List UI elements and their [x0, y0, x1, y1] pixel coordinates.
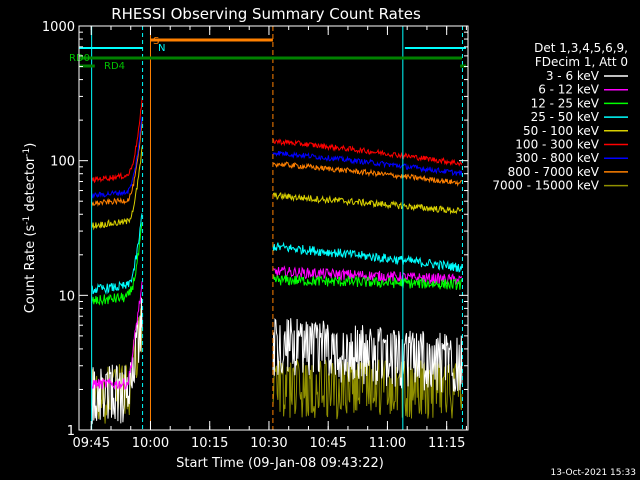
legend-label-9: 7000 - 15000 keV	[492, 179, 599, 193]
plot-frame	[78, 25, 469, 431]
x-tick-label: 11:15	[428, 436, 465, 451]
x-tick-label: 10:15	[191, 436, 228, 451]
x-tick-label: 10:00	[132, 436, 169, 451]
series-line-4	[91, 213, 463, 295]
series-line-1	[91, 297, 463, 425]
series-line-3	[91, 222, 463, 307]
x-tick-label: 10:45	[309, 436, 346, 451]
legend-label-7: 300 - 800 keV	[515, 151, 599, 165]
y-tick-label: 10	[58, 289, 75, 304]
legend-label-6: 100 - 300 keV	[515, 138, 599, 152]
x-tick-label: 10:30	[250, 436, 287, 451]
series-line-7	[91, 116, 463, 199]
legend: Det 1,3,4,5,6,9, FDecim 1, Att 0 3 - 6 k…	[492, 41, 628, 193]
flag-label-rd0: RD0	[69, 53, 90, 64]
series-line-8	[91, 121, 463, 207]
series-line-5	[91, 146, 463, 231]
flag-label-s: S	[153, 36, 159, 47]
chart-title: RHESSI Observing Summary Count Rates	[111, 5, 421, 23]
footer-date: 13-Oct-2021 15:33	[551, 468, 636, 478]
x-tick-label: 09:45	[73, 436, 110, 451]
legend-label-3: 12 - 25 keV	[531, 96, 600, 110]
legend-label-2: 6 - 12 keV	[538, 83, 600, 97]
legend-header-1: Det 1,3,4,5,6,9,	[534, 41, 628, 55]
x-axis-label: Start Time (09-Jan-08 09:43:22)	[176, 456, 384, 471]
legend-label-5: 50 - 100 keV	[523, 124, 600, 138]
legend-header-2: FDecim 1, Att 0	[535, 55, 628, 69]
flag-label-rd4: RD4	[104, 61, 125, 72]
series-line-6	[91, 97, 463, 184]
x-tick-label: 11:00	[369, 436, 406, 451]
series-line-2	[91, 265, 463, 390]
y-tick-label: 1000	[42, 20, 75, 35]
axes: 1 10 100 1000 09:45 10:00 10:15 10:30 10:45 11:00…	[42, 20, 469, 451]
plot-area: RD0 RD4 SN	[69, 26, 467, 430]
legend-label-4: 25 - 50 keV	[531, 110, 600, 124]
flag-label-n: N	[158, 43, 165, 54]
y-tick-label: 1	[67, 424, 75, 439]
legend-label-1: 3 - 6 keV	[546, 69, 600, 83]
legend-label-8: 800 - 7000 keV	[508, 165, 600, 179]
y-axis-label: Count Rate (s-1 detector-1)	[22, 143, 38, 314]
y-tick-label: 100	[50, 155, 75, 170]
